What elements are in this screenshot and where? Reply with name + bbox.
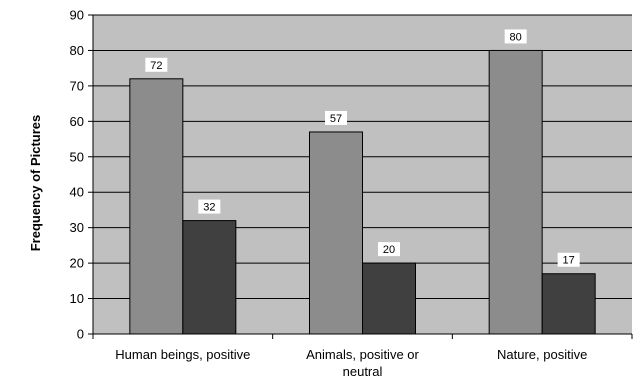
y-tick-label: 10 xyxy=(70,291,84,306)
y-tick-label: 70 xyxy=(70,78,84,93)
data-label-box xyxy=(378,242,400,257)
data-label: 80 xyxy=(510,31,522,43)
x-category-label: Human beings, positive xyxy=(115,347,250,362)
data-label: 72 xyxy=(150,60,162,72)
y-tick-label: 60 xyxy=(70,114,84,129)
bar xyxy=(362,262,416,335)
data-label: 20 xyxy=(383,244,395,256)
y-tick-label: 20 xyxy=(70,256,84,271)
x-category-label: neutral xyxy=(343,364,383,379)
y-tick-label: 90 xyxy=(70,8,84,23)
y-axis-title: Frequency of Pictures xyxy=(28,115,43,252)
data-label: 57 xyxy=(330,113,342,125)
data-label-box xyxy=(557,252,580,267)
bar xyxy=(129,78,184,335)
y-tick-label: 40 xyxy=(70,185,84,200)
y-tick-label: 80 xyxy=(70,43,84,58)
data-label: 17 xyxy=(563,255,575,267)
data-label: 32 xyxy=(203,202,215,214)
data-label-box xyxy=(325,110,347,125)
bar xyxy=(541,273,596,335)
y-tick-label: 30 xyxy=(70,220,84,235)
bar xyxy=(309,131,363,335)
bar xyxy=(488,49,543,335)
x-category-label: Animals, positive or xyxy=(306,347,419,362)
x-category-label: Nature, positive xyxy=(497,347,587,362)
y-tick-label: 0 xyxy=(77,327,84,342)
data-label-box xyxy=(145,57,168,72)
bar xyxy=(182,220,237,335)
data-label-box xyxy=(504,29,527,44)
data-label-box xyxy=(198,199,221,214)
y-tick-label: 50 xyxy=(70,149,84,164)
